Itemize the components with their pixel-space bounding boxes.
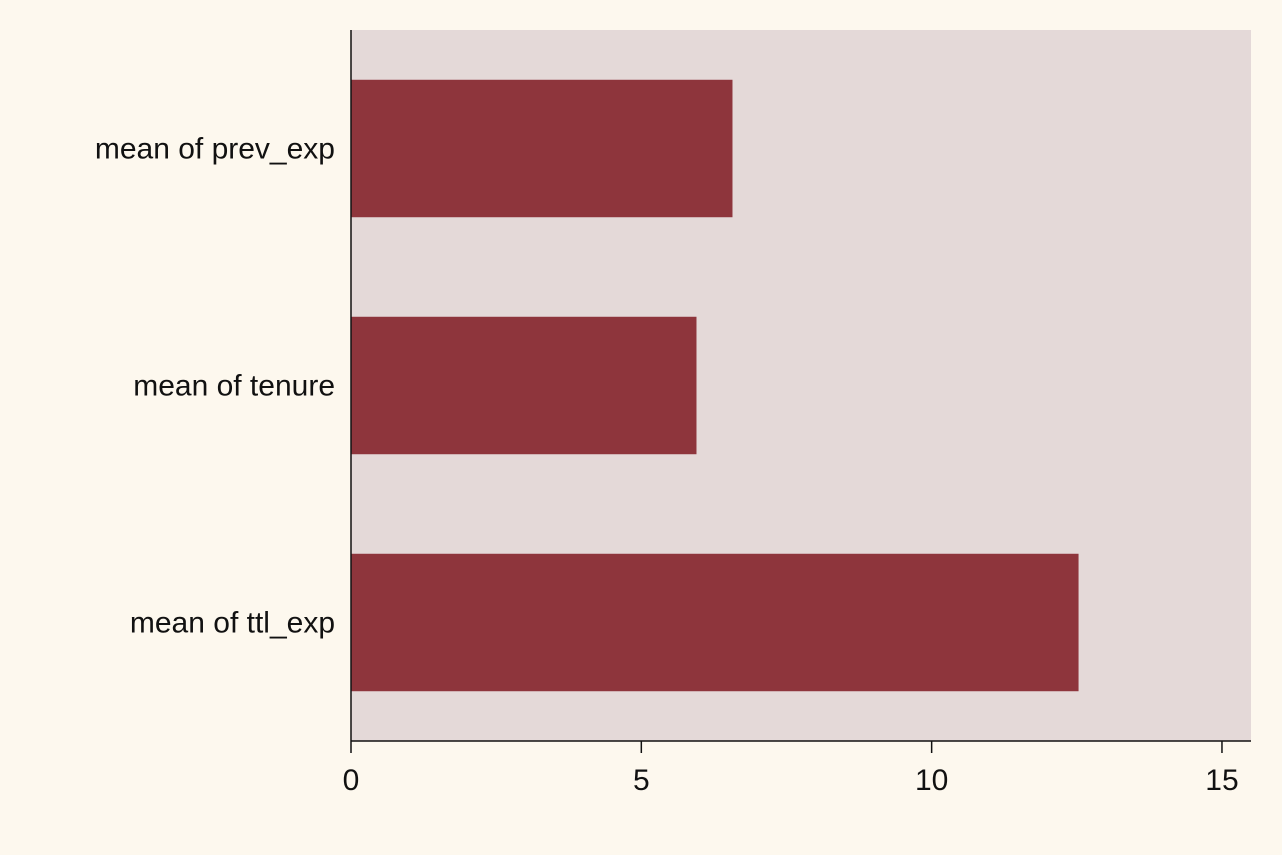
category-label: mean of tenure xyxy=(133,370,335,403)
x-tick-label: 5 xyxy=(633,764,650,797)
x-tick-label: 0 xyxy=(343,764,360,797)
bar xyxy=(351,79,733,218)
x-tick-label: 10 xyxy=(915,764,948,797)
x-tick-label: 15 xyxy=(1205,764,1238,797)
bar xyxy=(351,553,1079,692)
category-label: mean of prev_exp xyxy=(95,133,335,166)
category-label: mean of ttl_exp xyxy=(130,607,335,640)
bar xyxy=(351,316,697,455)
